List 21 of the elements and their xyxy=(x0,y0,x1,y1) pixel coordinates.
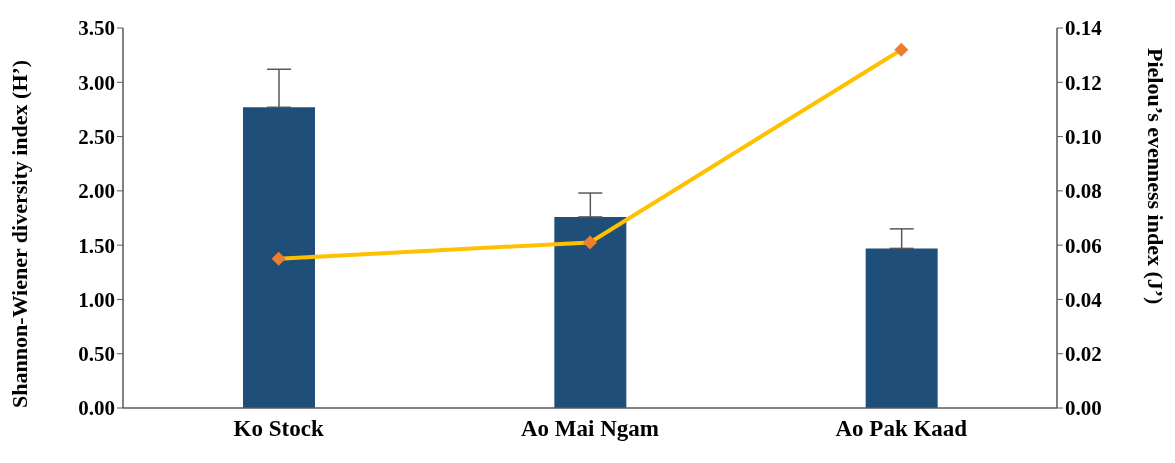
y-axis-title: Shannon-Wiener diversity index (H’) xyxy=(6,59,32,408)
y2-tick-label: 0.06 xyxy=(1065,233,1102,258)
x-tick-label: Ko Stock xyxy=(233,416,324,442)
y2-tick-label: 0.10 xyxy=(1065,125,1102,150)
y-tick-label: 3.00 xyxy=(78,70,115,95)
y-tick-label: 3.50 xyxy=(78,16,115,41)
y2-tick-label: 0.14 xyxy=(1065,16,1103,41)
y-tick-label: 2.00 xyxy=(78,179,115,204)
y-tick-label: 1.50 xyxy=(78,233,115,258)
x-tick-label: Ao Mai Ngam xyxy=(521,416,659,442)
y-tick-label: 0.50 xyxy=(78,342,115,367)
y-tick-label: 0.00 xyxy=(78,396,115,421)
y2-tick-label: 0.02 xyxy=(1065,342,1102,367)
x-tick-label: Ao Pak Kaad xyxy=(835,416,968,442)
y2-tick-label: 0.00 xyxy=(1065,396,1102,421)
y-tick-label: 2.50 xyxy=(78,125,115,150)
y2-axis-title: Pielou’s evenness index (J’) xyxy=(1143,48,1169,305)
y2-tick-label: 0.12 xyxy=(1065,70,1102,95)
y2-tick-label: 0.04 xyxy=(1065,287,1103,312)
y-tick-label: 1.00 xyxy=(78,287,115,312)
y2-tick-label: 0.08 xyxy=(1065,179,1102,204)
